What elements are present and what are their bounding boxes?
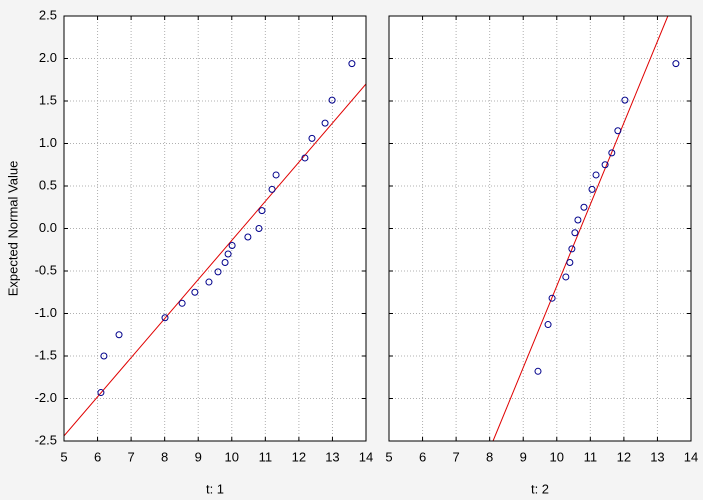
plot-border <box>63 15 367 442</box>
y-tick-label: 2.5 <box>39 7 57 22</box>
y-tick-label: -2.0 <box>35 390 57 405</box>
y-tick-label: 1.5 <box>39 92 57 107</box>
point <box>562 273 570 281</box>
point <box>534 367 542 375</box>
x-tick-label: 7 <box>452 449 459 464</box>
point <box>221 259 229 266</box>
x-tick-label: 9 <box>520 449 527 464</box>
point <box>258 207 266 215</box>
y-tick-label: -1.5 <box>35 347 57 362</box>
point <box>255 225 263 232</box>
y-tick-label: 1.0 <box>39 135 57 150</box>
point <box>272 171 280 179</box>
x-tick-label: 5 <box>385 449 392 464</box>
point <box>571 229 579 237</box>
y-tick-label: -1.0 <box>35 305 57 320</box>
point <box>568 245 576 253</box>
point <box>244 233 252 241</box>
x-tick-label: 6 <box>94 449 101 464</box>
point <box>178 299 186 307</box>
plot-border <box>388 15 692 442</box>
x-tick-label: 9 <box>195 449 202 464</box>
x-tick-label: 6 <box>419 449 426 464</box>
point <box>308 134 316 142</box>
point <box>328 96 336 104</box>
point <box>601 161 609 169</box>
point <box>214 268 222 276</box>
x-tick-label: 10 <box>550 449 564 464</box>
x-tick-label: 14 <box>684 449 698 464</box>
y-tick-label: -2.5 <box>35 432 57 447</box>
point <box>321 119 329 127</box>
y-tick-label: 0.0 <box>39 220 57 235</box>
point <box>161 314 169 322</box>
point <box>548 294 556 302</box>
fit-line <box>492 16 669 441</box>
x-tick-label: 5 <box>60 449 67 464</box>
y-tick-label: 2.0 <box>39 50 57 65</box>
point <box>614 127 622 135</box>
x-tick-label: 11 <box>584 449 598 464</box>
y-tick-label: -0.5 <box>35 262 57 277</box>
point <box>301 154 309 162</box>
x-tick-label: 12 <box>617 449 631 464</box>
x-tick-label: 11 <box>259 449 273 464</box>
x-axis-label: t: 1 <box>206 481 224 496</box>
point <box>574 216 582 224</box>
point <box>348 60 356 68</box>
x-tick-label: 7 <box>127 449 134 464</box>
x-tick-label: 12 <box>292 449 306 464</box>
x-tick-label: 13 <box>325 449 339 464</box>
point <box>580 203 588 211</box>
point <box>608 149 616 157</box>
x-tick-label: 10 <box>225 449 239 464</box>
y-tick-label: 0.5 <box>39 177 57 192</box>
point <box>224 250 232 258</box>
x-tick-label: 14 <box>359 449 373 464</box>
point <box>115 331 123 339</box>
point <box>566 259 574 266</box>
point <box>97 389 105 397</box>
point <box>268 185 276 193</box>
point <box>672 60 680 68</box>
x-tick-label: 8 <box>486 449 493 464</box>
point <box>205 278 213 286</box>
y-axis-label: Expected Normal Value <box>5 161 20 297</box>
point <box>588 185 596 193</box>
point <box>544 321 552 329</box>
x-axis-label: t: 2 <box>531 481 549 496</box>
point <box>100 352 108 360</box>
point <box>592 171 600 179</box>
x-tick-label: 8 <box>161 449 168 464</box>
point <box>191 288 199 296</box>
x-tick-label: 13 <box>650 449 664 464</box>
point <box>621 96 629 104</box>
fit-line <box>64 83 366 437</box>
point <box>228 242 236 249</box>
